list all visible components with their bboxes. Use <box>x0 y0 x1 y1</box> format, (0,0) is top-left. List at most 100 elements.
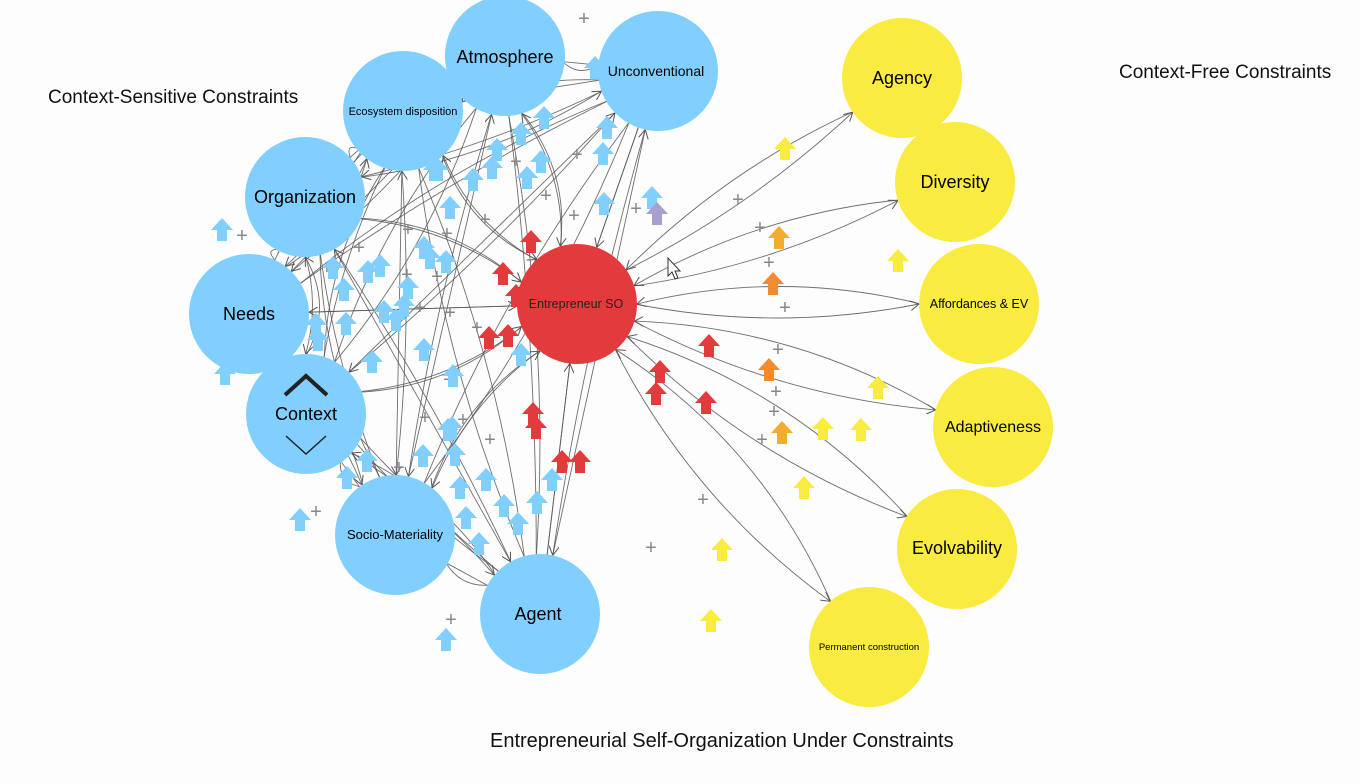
plus-icon: + <box>353 237 365 259</box>
node-atmosphere[interactable]: Atmosphere <box>445 0 565 116</box>
edge <box>632 200 898 287</box>
up-arrow-icon <box>442 364 464 387</box>
edge <box>334 106 478 362</box>
up-arrow-icon <box>530 150 552 173</box>
up-arrow-icon <box>478 326 500 349</box>
node-permanent-construction[interactable]: Permanent construction <box>809 587 929 707</box>
node-organization[interactable]: Organization <box>245 137 365 257</box>
edge <box>407 114 492 479</box>
plus-icon: + <box>457 409 469 431</box>
edge <box>347 113 615 374</box>
node-socio-materiality[interactable]: Socio-Materiality <box>335 475 455 595</box>
up-arrow-icon <box>758 358 780 381</box>
up-arrow-icon <box>533 106 555 129</box>
node-evolvability[interactable]: Evolvability <box>897 489 1017 609</box>
up-arrow-icon <box>385 308 407 331</box>
edge <box>445 562 488 586</box>
node-label: Needs <box>223 304 275 324</box>
edge <box>333 247 510 562</box>
up-arrow-icon <box>522 402 544 425</box>
up-arrow-icon <box>698 334 720 357</box>
node-affordances-ev[interactable]: Affordances & EV <box>919 244 1039 364</box>
up-arrow-icon <box>335 312 357 335</box>
plus-icon: + <box>236 225 248 247</box>
node-label: Agent <box>514 604 561 624</box>
plus-icon: + <box>732 189 744 211</box>
up-arrow-icon <box>322 256 344 279</box>
edge <box>359 91 602 178</box>
plus-icon: + <box>471 317 483 339</box>
edge <box>395 171 406 478</box>
up-arrow-icon <box>423 158 445 181</box>
up-arrow-icon <box>214 362 236 385</box>
up-arrow-icon <box>507 512 529 535</box>
diagram-title: Entrepreneurial Self-Organization Under … <box>490 730 954 752</box>
up-arrow-icon <box>493 494 515 517</box>
up-arrow-icon <box>356 449 378 472</box>
up-arrow-icon <box>649 360 671 383</box>
node-label: Affordances & EV <box>930 297 1029 311</box>
up-arrow-icon <box>510 343 532 366</box>
up-arrow-icon <box>468 532 490 555</box>
up-arrow-icon <box>762 272 784 295</box>
plus-icon: + <box>510 151 522 173</box>
chevron-down-icon[interactable] <box>285 435 327 456</box>
plus-icon: + <box>630 198 642 220</box>
up-arrow-icon <box>793 476 815 499</box>
plus-icon: + <box>770 381 782 403</box>
node-entrepreneur-so[interactable]: Entrepreneur SO <box>517 244 637 364</box>
up-arrow-icon <box>525 416 547 439</box>
edge <box>637 286 922 305</box>
plus-icon: + <box>578 8 590 30</box>
up-arrow-icon <box>413 236 435 259</box>
plus-icon: + <box>763 252 775 274</box>
edge <box>349 111 617 372</box>
node-needs[interactable]: Needs <box>189 254 309 374</box>
node-agent[interactable]: Agent <box>480 554 600 674</box>
up-arrow-icon <box>526 491 548 514</box>
node-label: Ecosystem disposition <box>349 106 458 118</box>
up-arrow-icon <box>700 609 722 632</box>
up-arrow-icon <box>305 313 327 336</box>
edge <box>634 199 900 286</box>
edge <box>634 304 919 319</box>
node-diversity[interactable]: Diversity <box>895 122 1015 242</box>
up-arrow-icon <box>412 444 434 467</box>
node-label: Context <box>275 404 337 424</box>
up-arrow-icon <box>336 466 358 489</box>
up-arrow-icon <box>510 122 532 145</box>
edges <box>270 61 938 604</box>
context-sensitive-label: Context-Sensitive Constraints <box>48 87 299 108</box>
node-label: Organization <box>254 187 356 207</box>
node-ecosystem-disposition[interactable]: Ecosystem disposition <box>343 51 463 171</box>
plus-icon: + <box>756 429 768 451</box>
up-arrow-icon <box>393 294 415 317</box>
up-arrow-icon <box>695 391 717 414</box>
up-arrow-icon <box>592 142 614 165</box>
up-arrow-icon <box>850 418 872 441</box>
edge <box>408 112 493 477</box>
node-adaptiveness[interactable]: Adaptiveness <box>933 367 1053 487</box>
node-label: Diversity <box>920 172 989 192</box>
node-agency[interactable]: Agency <box>842 18 962 138</box>
node-context[interactable]: Context <box>246 354 366 474</box>
edge <box>447 563 490 587</box>
edge <box>443 156 539 262</box>
plus-icon: + <box>444 302 456 324</box>
node-unconventional[interactable]: Unconventional <box>598 11 718 131</box>
edge <box>323 167 386 359</box>
plus-icon: + <box>540 185 552 207</box>
up-arrow-icon <box>437 418 459 441</box>
up-arrow-icon <box>413 338 435 361</box>
edge <box>624 112 853 272</box>
chevron-up-icon[interactable] <box>283 373 329 397</box>
up-arrow-icon <box>516 166 538 189</box>
plus-icon: + <box>697 489 709 511</box>
plus-icon: + <box>754 217 766 239</box>
up-arrow-icon <box>492 262 514 285</box>
edge <box>626 110 855 270</box>
up-arrow-icon <box>887 249 909 272</box>
edge <box>616 350 832 604</box>
